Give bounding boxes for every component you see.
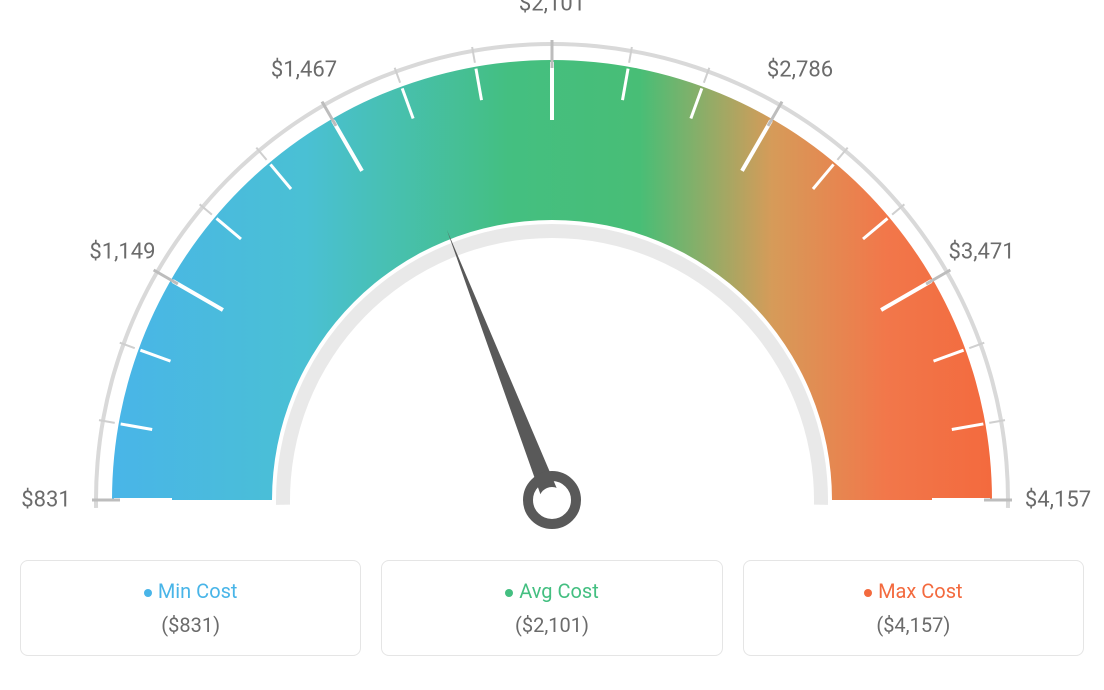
legend-title: Avg Cost xyxy=(392,579,711,603)
gauge-tick-label: $4,157 xyxy=(1025,488,1091,513)
gauge-tick-label: $1,467 xyxy=(271,58,337,83)
gauge-svg xyxy=(20,20,1084,540)
legend-row: Min Cost ($831) Avg Cost ($2,101) Max Co… xyxy=(20,560,1084,656)
cost-gauge: $831$1,149$1,467$2,101$2,786$3,471$4,157 xyxy=(20,20,1084,540)
legend-card-avg: Avg Cost ($2,101) xyxy=(381,560,722,656)
legend-card-min: Min Cost ($831) xyxy=(20,560,361,656)
gauge-tick-label: $1,149 xyxy=(89,240,155,265)
legend-value: ($831) xyxy=(31,613,350,637)
gauge-tick-label: $2,101 xyxy=(519,0,585,17)
gauge-tick-label: $831 xyxy=(21,488,70,513)
legend-title: Min Cost xyxy=(31,579,350,603)
legend-title-text: Min Cost xyxy=(158,579,238,603)
legend-card-max: Max Cost ($4,157) xyxy=(743,560,1084,656)
gauge-tick-label: $3,471 xyxy=(948,240,1014,265)
legend-value: ($4,157) xyxy=(754,613,1073,637)
legend-title: Max Cost xyxy=(754,579,1073,603)
legend-value: ($2,101) xyxy=(392,613,711,637)
legend-title-text: Avg Cost xyxy=(519,579,599,603)
gauge-tick-label: $2,786 xyxy=(767,58,833,83)
legend-dot-min xyxy=(144,589,152,597)
legend-dot-max xyxy=(864,589,872,597)
legend-title-text: Max Cost xyxy=(878,579,963,603)
legend-dot-avg xyxy=(505,589,513,597)
